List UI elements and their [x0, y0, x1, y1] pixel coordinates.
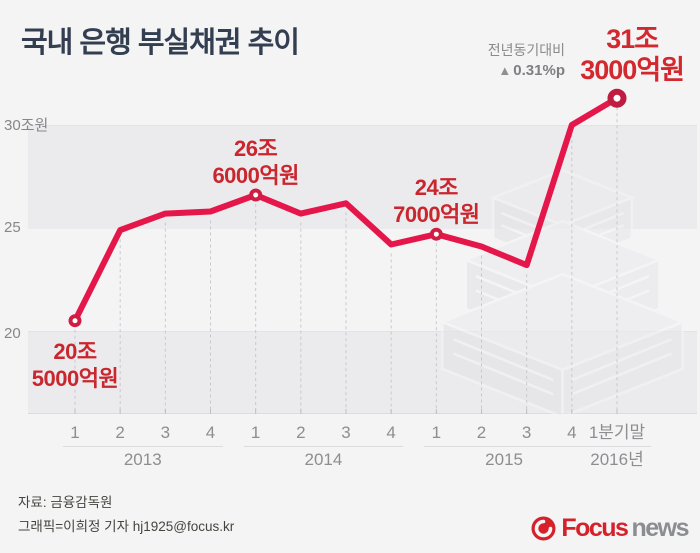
up-triangle-icon: ▲: [498, 63, 512, 78]
point-value-label: 26조 6000억원: [212, 136, 299, 189]
x-axis-year-label: 2014: [304, 450, 343, 469]
data-point-marker: [249, 188, 263, 202]
y-axis-label-30: 30조원: [4, 117, 49, 134]
x-axis-year-label: 2013: [123, 450, 162, 469]
y-axis-label-25: 25: [4, 219, 21, 236]
yoy-change-text: 0.31%p: [513, 62, 565, 79]
x-axis-quarter-label: 1: [70, 423, 80, 442]
x-axis-quarter-label: 2: [476, 423, 487, 442]
x-axis-quarter-label: 1: [431, 423, 442, 442]
x-axis-baseline: [28, 413, 697, 414]
x-axis-year-label: 2015: [485, 450, 523, 469]
x-axis-quarter-label: 3: [521, 423, 532, 442]
x-axis-quarter-label: 4: [205, 423, 216, 442]
point-value-label: 20조 5000억원: [31, 338, 119, 391]
y-axis-label-20: 20: [4, 325, 21, 342]
x-axis-quarter-label: 2: [115, 423, 125, 442]
latest-value-label: 31조 3000억원: [580, 24, 685, 86]
logo-brand-text: Focus: [561, 514, 629, 542]
yoy-compare-label: 전년동기대비: [487, 42, 565, 58]
year-group-underline: [583, 446, 651, 447]
point-value-label: 24조 7000억원: [393, 175, 480, 228]
x-axis-quarter-label: 3: [160, 423, 171, 442]
data-point-marker: [429, 227, 443, 241]
focus-swirl-icon: [531, 516, 556, 541]
npl-trend-line: [72, 95, 620, 324]
latest-value-line2: 3000억원: [580, 55, 685, 85]
latest-value-line1: 31조: [606, 24, 659, 54]
logo-suffix-text: news: [631, 514, 689, 542]
x-axis-quarter-label: 1분기말: [588, 423, 646, 442]
data-point-marker: [607, 88, 627, 108]
x-axis-year-label: 2016년: [590, 450, 644, 469]
data-point-marker: [68, 314, 82, 328]
year-group-underline: [424, 446, 584, 447]
x-axis-quarter-label: 4: [567, 423, 577, 442]
x-axis-quarter-label: 2: [296, 423, 306, 442]
focus-news-logo: Focus news: [530, 514, 689, 543]
money-stack-watermark: [438, 168, 687, 418]
page-title: 국내 은행 부실채권 추이: [21, 27, 300, 59]
x-axis-quarter-label: 4: [386, 423, 396, 442]
x-axis-quarter-label: 3: [341, 423, 351, 442]
x-axis-quarter-label: 1: [250, 423, 261, 442]
year-group-underline: [63, 446, 223, 447]
year-group-underline: [243, 446, 404, 447]
yoy-annotation: 전년동기대비 ▲ 0.31%p: [488, 42, 565, 80]
yoy-change-value: ▲ 0.31%p: [488, 62, 565, 80]
source-text: 자료: 금융감독원: [18, 495, 113, 510]
credit-text: 그래픽=이희정 기자 hj1925@focus.kr: [18, 519, 235, 534]
